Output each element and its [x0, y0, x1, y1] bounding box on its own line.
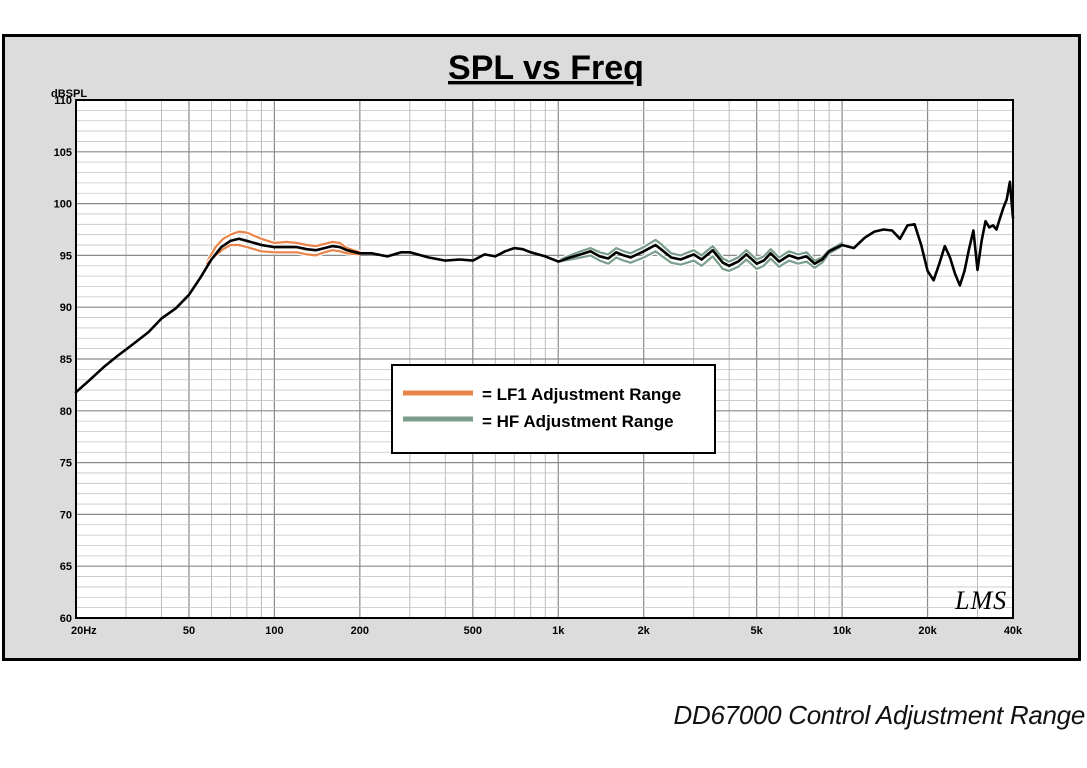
y-tick-label: 80 [60, 406, 72, 418]
lms-watermark: LMS [954, 586, 1007, 615]
y-tick-labels: 60 65 70 75 80 85 90 95 100 105 110 [54, 95, 72, 625]
series-line-range [206, 243, 361, 265]
x-tick-label: 5k [751, 625, 764, 637]
y-tick-label: 95 [60, 250, 72, 262]
x-tick-label: 20k [918, 625, 937, 637]
series-line-range [557, 238, 844, 263]
y-tick-label: 75 [60, 458, 72, 470]
plot-border [75, 99, 1014, 619]
legend-box [391, 364, 716, 454]
x-tick-label: 1k [552, 625, 565, 637]
legend-label-lf1: = LF1 Adjustment Range [482, 385, 681, 404]
y-tick-label: 100 [54, 199, 72, 211]
y-tick-label: 110 [54, 95, 72, 107]
x-tick-label: 50 [183, 625, 195, 637]
series-lines [74, 180, 1015, 394]
x-tick-label: 100 [265, 625, 283, 637]
series-line-response [74, 180, 1015, 394]
x-tick-label: 40k [1004, 625, 1023, 637]
x-tick-label: 200 [351, 625, 369, 637]
grid-lines [76, 100, 1013, 618]
y-tick-label: 60 [60, 613, 72, 625]
x-tick-label: 20Hz [71, 625, 97, 637]
x-tick-label: 2k [638, 625, 651, 637]
y-tick-label: 70 [60, 509, 72, 521]
legend-label-hf: = HF Adjustment Range [482, 412, 674, 431]
series-line-range [557, 245, 844, 272]
x-tick-labels: 20Hz 50 100 200 500 1k 2k 5k 10k 20k 40k [71, 625, 1023, 637]
spl-chart: SPL vs Freq dBSPL 60 65 70 75 80 85 90 95 100 105… [51, 49, 1023, 637]
y-axis-label: dBSPL [51, 88, 87, 100]
y-tick-label: 105 [54, 147, 72, 159]
chart-frame: SPL vs Freq dBSPL 60 65 70 75 80 85 90 95 100 105… [2, 34, 1081, 661]
chart-title: SPL vs Freq [448, 49, 644, 87]
legend: = LF1 Adjustment Range = HF Adjustment R… [391, 364, 716, 454]
y-tick-label: 90 [60, 302, 72, 314]
x-tick-label: 10k [833, 625, 852, 637]
series-line-range [206, 230, 361, 263]
y-tick-label: 85 [60, 354, 72, 366]
y-tick-label: 65 [60, 561, 72, 573]
x-tick-label: 500 [464, 625, 482, 637]
figure-caption: DD67000 Control Adjustment Range [673, 700, 1086, 730]
